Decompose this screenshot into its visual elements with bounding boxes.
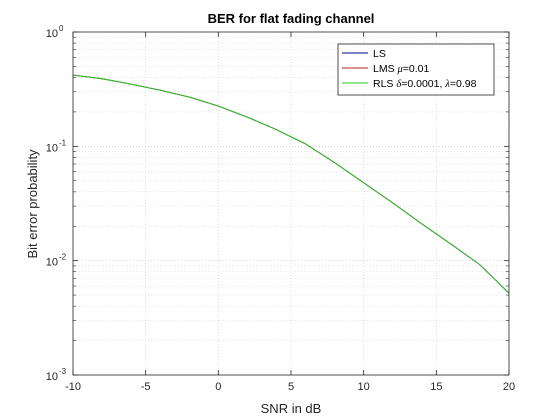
y-tick-base: 10 bbox=[46, 142, 58, 154]
x-tick-label: 15 bbox=[430, 381, 442, 393]
y-tick-label: 10 -3 bbox=[46, 367, 67, 383]
x-tick-label: 0 bbox=[215, 381, 221, 393]
legend-label-part: =0.01 bbox=[403, 63, 430, 75]
y-tick-exponent: -2 bbox=[59, 253, 67, 262]
y-tick-exponent: -3 bbox=[59, 367, 67, 376]
chart-title: BER for flat fading channel bbox=[208, 11, 375, 26]
x-tick-labels: -10 -5 0 5 10 15 20 bbox=[65, 381, 515, 393]
legend-label-part: δ bbox=[396, 79, 402, 90]
legend-label-part: λ bbox=[444, 79, 450, 90]
legend-label-part: μ bbox=[397, 64, 403, 75]
y-tick-base: 10 bbox=[46, 371, 58, 383]
y-tick-label: 10 -2 bbox=[46, 253, 67, 269]
series-layer bbox=[72, 74, 510, 294]
y-tick-label: 10 -1 bbox=[46, 138, 67, 154]
y-tick-base: 10 bbox=[46, 28, 58, 40]
legend-label-part: LMS bbox=[373, 63, 398, 75]
y-tick-exponent: 0 bbox=[59, 24, 64, 33]
legend: LS LMS μ=0.01 RLS δ=0.0001, λ=0.98 bbox=[337, 43, 495, 96]
series-line-3 bbox=[72, 74, 510, 294]
x-axis-label: SNR in dB bbox=[261, 401, 322, 416]
legend-label-part: =0.98 bbox=[450, 78, 477, 90]
legend-label-part: =0.0001, bbox=[401, 78, 445, 90]
legend-label: LS bbox=[373, 48, 386, 60]
legend-label-part: LS bbox=[373, 48, 386, 60]
x-tick-label: 5 bbox=[288, 381, 294, 393]
y-tick-label: 10 0 bbox=[46, 24, 64, 40]
y-tick-base: 10 bbox=[46, 257, 58, 269]
y-tick-exponent: -1 bbox=[59, 138, 67, 147]
legend-entries: LS LMS μ=0.01 RLS δ=0.0001, λ=0.98 bbox=[342, 48, 477, 90]
legend-label-part: RLS bbox=[373, 78, 396, 90]
x-tick-label: -10 bbox=[65, 381, 81, 393]
legend-label: RLS δ=0.0001, λ=0.98 bbox=[373, 78, 477, 90]
x-tick-label: 20 bbox=[503, 381, 515, 393]
tick-marks bbox=[72, 31, 510, 376]
x-tick-label: -5 bbox=[141, 381, 151, 393]
y-axis-label: Bit error probability bbox=[25, 149, 40, 259]
legend-label: LMS μ=0.01 bbox=[373, 63, 430, 75]
x-tick-label: 10 bbox=[358, 381, 370, 393]
